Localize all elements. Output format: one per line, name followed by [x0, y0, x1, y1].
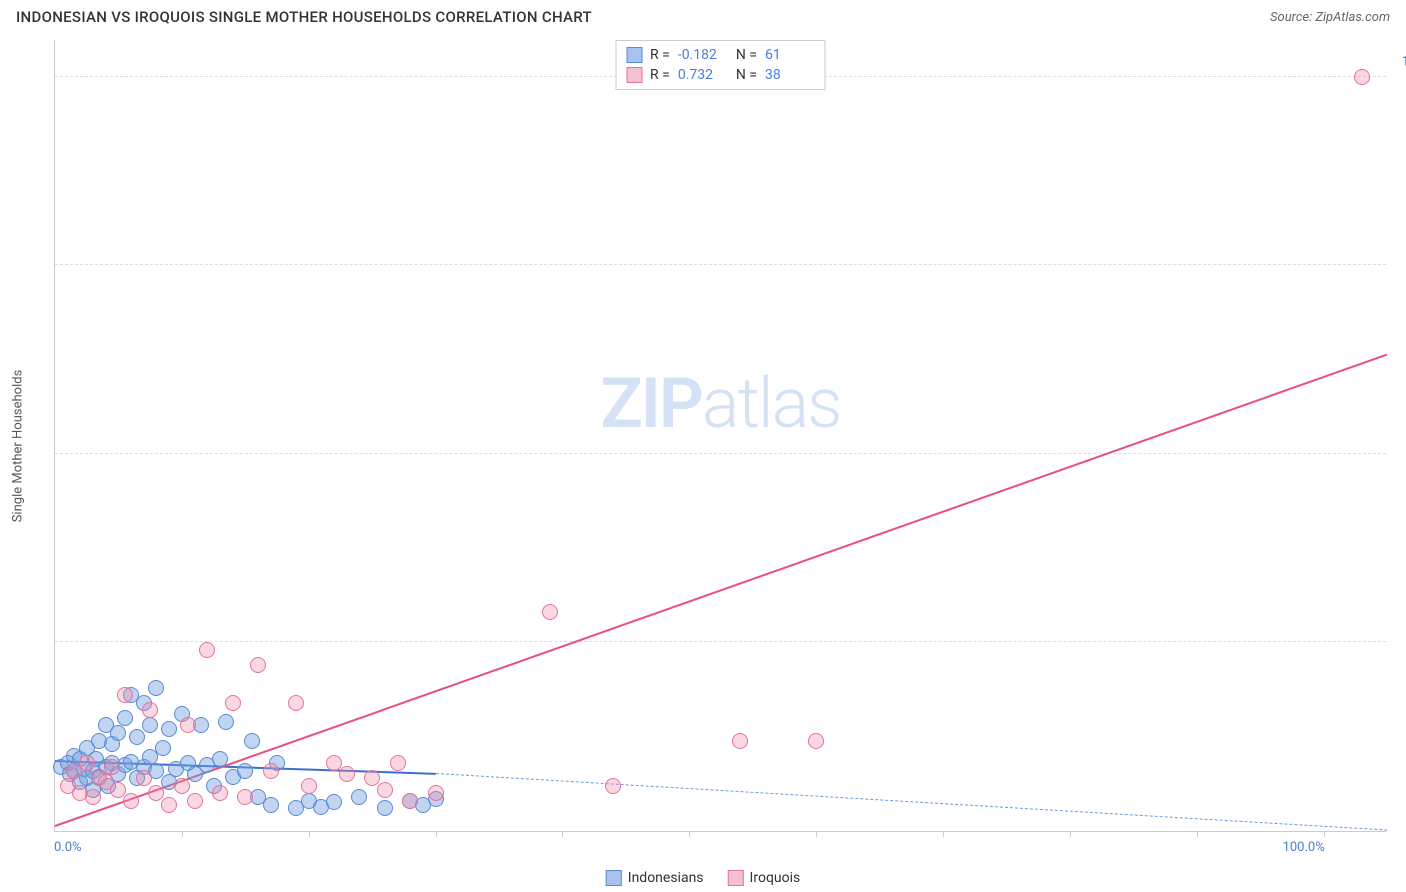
scatter-point: [351, 789, 367, 805]
scatter-point: [218, 714, 234, 730]
legend-label: Iroquois: [750, 870, 801, 886]
x-tick: [1197, 831, 1198, 837]
scatter-point: [110, 725, 126, 741]
scatter-point: [142, 717, 158, 733]
grid-line: [55, 641, 1386, 642]
series-swatch: [626, 67, 642, 83]
scatter-point: [428, 785, 444, 801]
scatter-point: [225, 695, 241, 711]
scatter-point: [161, 721, 177, 737]
x-tick: [309, 831, 310, 837]
y-tick-label: 100.0%: [1402, 54, 1406, 69]
stats-row: R = 0.732 N = 38: [626, 65, 815, 85]
watermark: ZIPatlas: [600, 363, 840, 445]
chart-title: INDONESIAN VS IROQUOIS SINGLE MOTHER HOU…: [16, 8, 592, 26]
scatter-point: [263, 763, 279, 779]
scatter-point: [390, 755, 406, 771]
scatter-point: [263, 797, 279, 813]
scatter-point: [339, 766, 355, 782]
scatter-point: [199, 642, 215, 658]
legend-swatch: [728, 870, 744, 886]
source-attribution: Source: ZipAtlas.com: [1270, 10, 1390, 25]
n-value: 38: [765, 67, 815, 83]
x-tick: [1070, 831, 1071, 837]
r-label: R =: [650, 67, 670, 83]
r-value: -0.182: [678, 47, 728, 63]
scatter-point: [326, 794, 342, 810]
scatter-point: [237, 763, 253, 779]
y-axis-label: Single Mother Households: [11, 370, 26, 523]
stats-row: R = -0.182 N = 61: [626, 45, 815, 65]
trend-line: [55, 354, 1388, 827]
legend-label: Indonesians: [628, 870, 704, 886]
r-label: R =: [650, 47, 670, 63]
scatter-point: [117, 687, 133, 703]
x-tick: [182, 831, 183, 837]
scatter-point: [1354, 69, 1370, 85]
chart-legend: Indonesians Iroquois: [606, 870, 800, 886]
scatter-point: [85, 789, 101, 805]
n-label: N =: [736, 47, 757, 63]
scatter-point: [732, 733, 748, 749]
scatter-point: [244, 733, 260, 749]
scatter-point: [79, 755, 95, 771]
scatter-point: [104, 759, 120, 775]
scatter-point: [123, 793, 139, 809]
scatter-point: [117, 710, 133, 726]
scatter-point: [402, 793, 418, 809]
scatter-point: [237, 789, 253, 805]
n-value: 61: [765, 47, 815, 63]
x-tick: [689, 831, 690, 837]
scatter-point: [180, 717, 196, 733]
grid-line: [55, 264, 1386, 265]
scatter-point: [187, 793, 203, 809]
scatter-point: [301, 778, 317, 794]
grid-line: [55, 453, 1386, 454]
scatter-chart: ZIPatlas 25.0%50.0%75.0%100.0%R = -0.182…: [54, 40, 1386, 832]
scatter-point: [129, 729, 145, 745]
r-value: 0.732: [678, 67, 728, 83]
scatter-point: [212, 785, 228, 801]
x-tick: [816, 831, 817, 837]
scatter-point: [542, 604, 558, 620]
legend-item: Iroquois: [728, 870, 801, 886]
scatter-point: [136, 770, 152, 786]
scatter-point: [174, 778, 190, 794]
scatter-point: [250, 657, 266, 673]
x-tick-label: 100.0%: [1283, 840, 1325, 855]
scatter-point: [605, 778, 621, 794]
legend-swatch: [606, 870, 622, 886]
legend-item: Indonesians: [606, 870, 704, 886]
scatter-point: [288, 695, 304, 711]
scatter-point: [155, 740, 171, 756]
x-tick: [1324, 831, 1325, 837]
scatter-point: [377, 800, 393, 816]
scatter-point: [142, 702, 158, 718]
x-tick-label: 0.0%: [54, 840, 82, 855]
n-label: N =: [736, 67, 757, 83]
series-swatch: [626, 47, 642, 63]
trend-line-dashed: [436, 773, 1387, 831]
scatter-point: [377, 782, 393, 798]
stats-box: R = -0.182 N = 61 R = 0.732 N = 38: [615, 40, 826, 90]
chart-header: INDONESIAN VS IROQUOIS SINGLE MOTHER HOU…: [0, 0, 1406, 30]
scatter-point: [148, 680, 164, 696]
scatter-point: [808, 733, 824, 749]
x-tick: [943, 831, 944, 837]
x-tick: [562, 831, 563, 837]
scatter-point: [161, 797, 177, 813]
x-tick: [436, 831, 437, 837]
scatter-point: [212, 751, 228, 767]
